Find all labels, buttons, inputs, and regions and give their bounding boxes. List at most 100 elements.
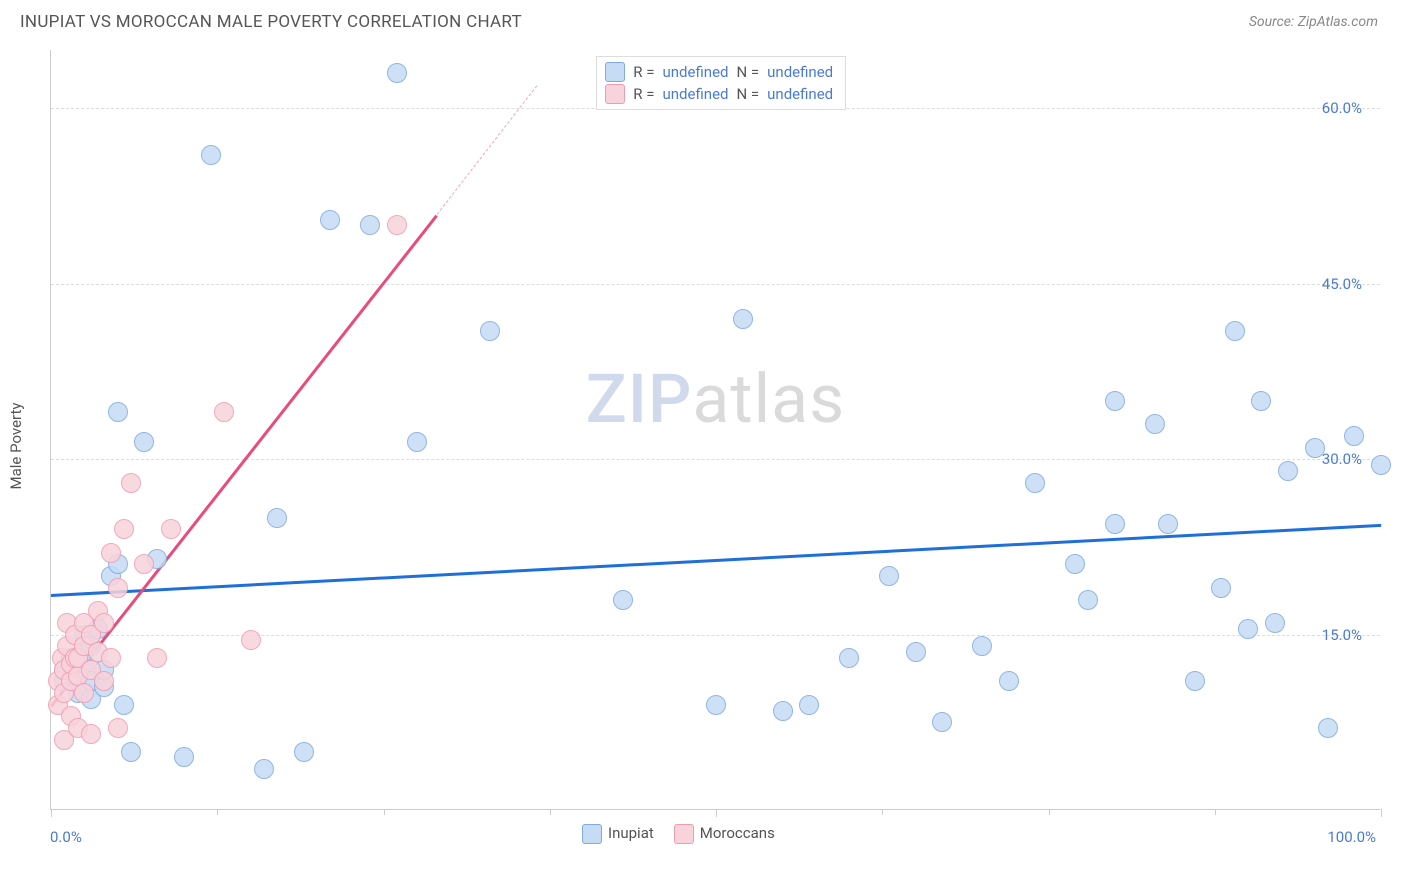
data-point <box>108 578 128 598</box>
chart-title: INUPIAT VS MOROCCAN MALE POVERTY CORRELA… <box>20 12 522 32</box>
legend-swatch <box>674 824 694 844</box>
data-point <box>320 210 340 230</box>
data-point <box>241 630 261 650</box>
data-point <box>387 215 407 235</box>
legend-rn-row: R = undefined N = undefined <box>605 61 833 83</box>
data-point <box>773 701 793 721</box>
x-tick-mark <box>384 809 385 815</box>
legend-item: Moroccans <box>674 824 775 844</box>
data-point <box>74 683 94 703</box>
data-point <box>1278 461 1298 481</box>
gridline <box>51 459 1380 460</box>
legend-r-label: R = <box>633 63 654 81</box>
data-point <box>161 519 181 539</box>
plot-area: ZIPatlas 15.0% 30.0% 45.0% 60.0% R = undefine… <box>50 50 1380 810</box>
data-point <box>101 543 121 563</box>
x-tick-mark <box>1049 809 1050 815</box>
data-point <box>1105 391 1125 411</box>
legend-n-value: undefined <box>767 63 833 81</box>
data-point <box>108 718 128 738</box>
legend-rn-box: R =undefinedN =undefinedR =undefinedN =u… <box>596 56 846 110</box>
data-point <box>1305 438 1325 458</box>
x-tick-label: 0.0% <box>50 828 82 846</box>
legend-swatch <box>605 84 625 104</box>
data-point <box>1158 514 1178 534</box>
data-point <box>906 642 926 662</box>
data-point <box>108 402 128 422</box>
x-tick-mark <box>51 809 52 817</box>
legend-label: Inupiat <box>608 824 654 842</box>
data-point <box>839 648 859 668</box>
data-point <box>480 321 500 341</box>
data-point <box>879 566 899 586</box>
watermark: ZIPatlas <box>586 359 846 439</box>
data-point <box>114 519 134 539</box>
data-point <box>1065 554 1085 574</box>
data-point <box>1105 514 1125 534</box>
x-tick-label: 100.0% <box>1327 828 1376 846</box>
legend-label: Moroccans <box>700 824 775 842</box>
data-point <box>972 636 992 656</box>
legend-item: Inupiat <box>582 824 654 844</box>
data-point <box>101 648 121 668</box>
watermark-zip: ZIP <box>586 359 693 439</box>
data-point <box>1251 391 1271 411</box>
data-point <box>134 554 154 574</box>
watermark-atlas: atlas <box>692 359 845 439</box>
legend-n-value: undefined <box>767 85 833 103</box>
data-point <box>1225 321 1245 341</box>
source-label: Source: ZipAtlas.com <box>1249 14 1378 30</box>
data-point <box>1238 619 1258 639</box>
data-point <box>999 671 1019 691</box>
data-point <box>121 742 141 762</box>
x-tick-mark <box>1215 809 1216 815</box>
data-point <box>121 473 141 493</box>
data-point <box>1211 578 1231 598</box>
x-tick-mark <box>217 809 218 815</box>
trend-line <box>436 85 537 214</box>
y-tick-label: 60.0% <box>1322 99 1362 117</box>
x-tick-mark <box>550 809 551 815</box>
data-point <box>81 724 101 744</box>
y-tick-label: 30.0% <box>1322 450 1362 468</box>
gridline <box>51 284 1380 285</box>
data-point <box>799 695 819 715</box>
data-point <box>1025 473 1045 493</box>
data-point <box>407 432 427 452</box>
data-point <box>254 759 274 779</box>
x-tick-mark <box>1381 809 1382 817</box>
data-point <box>134 432 154 452</box>
data-point <box>147 648 167 668</box>
data-point <box>1344 426 1364 446</box>
data-point <box>613 590 633 610</box>
data-point <box>387 63 407 83</box>
trend-line <box>51 524 1381 597</box>
data-point <box>201 145 221 165</box>
data-point <box>94 613 114 633</box>
legend-r-label: R = <box>633 85 654 103</box>
data-point <box>1265 613 1285 633</box>
y-tick-label: 15.0% <box>1322 626 1362 644</box>
legend-n-label: N = <box>736 85 759 103</box>
data-point <box>94 671 114 691</box>
legend-swatch <box>605 62 625 82</box>
data-point <box>1318 718 1338 738</box>
data-point <box>1145 414 1165 434</box>
legend-r-value: undefined <box>663 63 729 81</box>
data-point <box>733 309 753 329</box>
y-tick-label: 45.0% <box>1322 275 1362 293</box>
data-point <box>1185 671 1205 691</box>
x-tick-mark <box>716 809 717 817</box>
legend-bottom: Inupiat Moroccans <box>582 824 775 844</box>
x-tick-mark <box>882 809 883 815</box>
data-point <box>114 695 134 715</box>
data-point <box>294 742 314 762</box>
y-axis-label: Male Poverty <box>7 403 25 490</box>
legend-swatch <box>582 824 602 844</box>
legend-n-label: N = <box>736 63 759 81</box>
data-point <box>360 215 380 235</box>
data-point <box>706 695 726 715</box>
legend-rn-row: R =undefinedN =undefined <box>605 83 833 105</box>
data-point <box>1078 590 1098 610</box>
data-point <box>174 747 194 767</box>
